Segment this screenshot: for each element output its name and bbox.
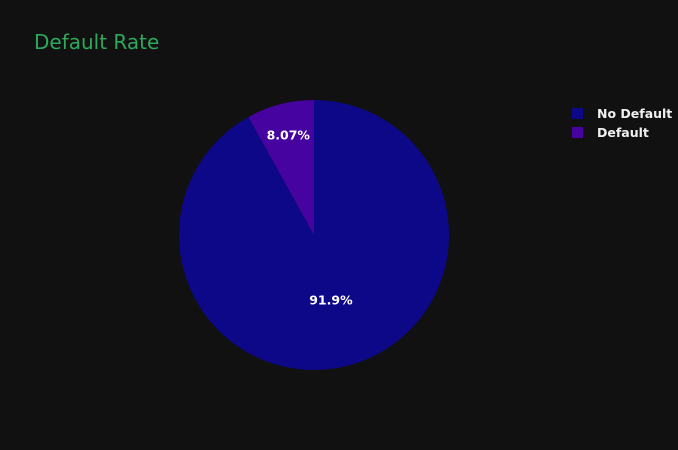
legend-swatch (572, 108, 583, 119)
pie-slice-default[interactable] (248, 100, 314, 235)
pie-slices (178, 100, 450, 370)
legend-label: Default (597, 125, 649, 140)
legend: No Default Default (572, 106, 672, 140)
slice-percent-label: 91.9% (309, 292, 353, 307)
legend-swatch (572, 127, 583, 138)
legend-item-default[interactable]: Default (572, 125, 649, 140)
chart-title: Default Rate (34, 30, 159, 54)
legend-label: No Default (597, 106, 672, 121)
pie-slice-labels: 91.9% 8.07% (267, 128, 354, 308)
legend-item-no-default[interactable]: No Default (572, 106, 672, 121)
slice-percent-label: 8.07% (267, 128, 311, 143)
